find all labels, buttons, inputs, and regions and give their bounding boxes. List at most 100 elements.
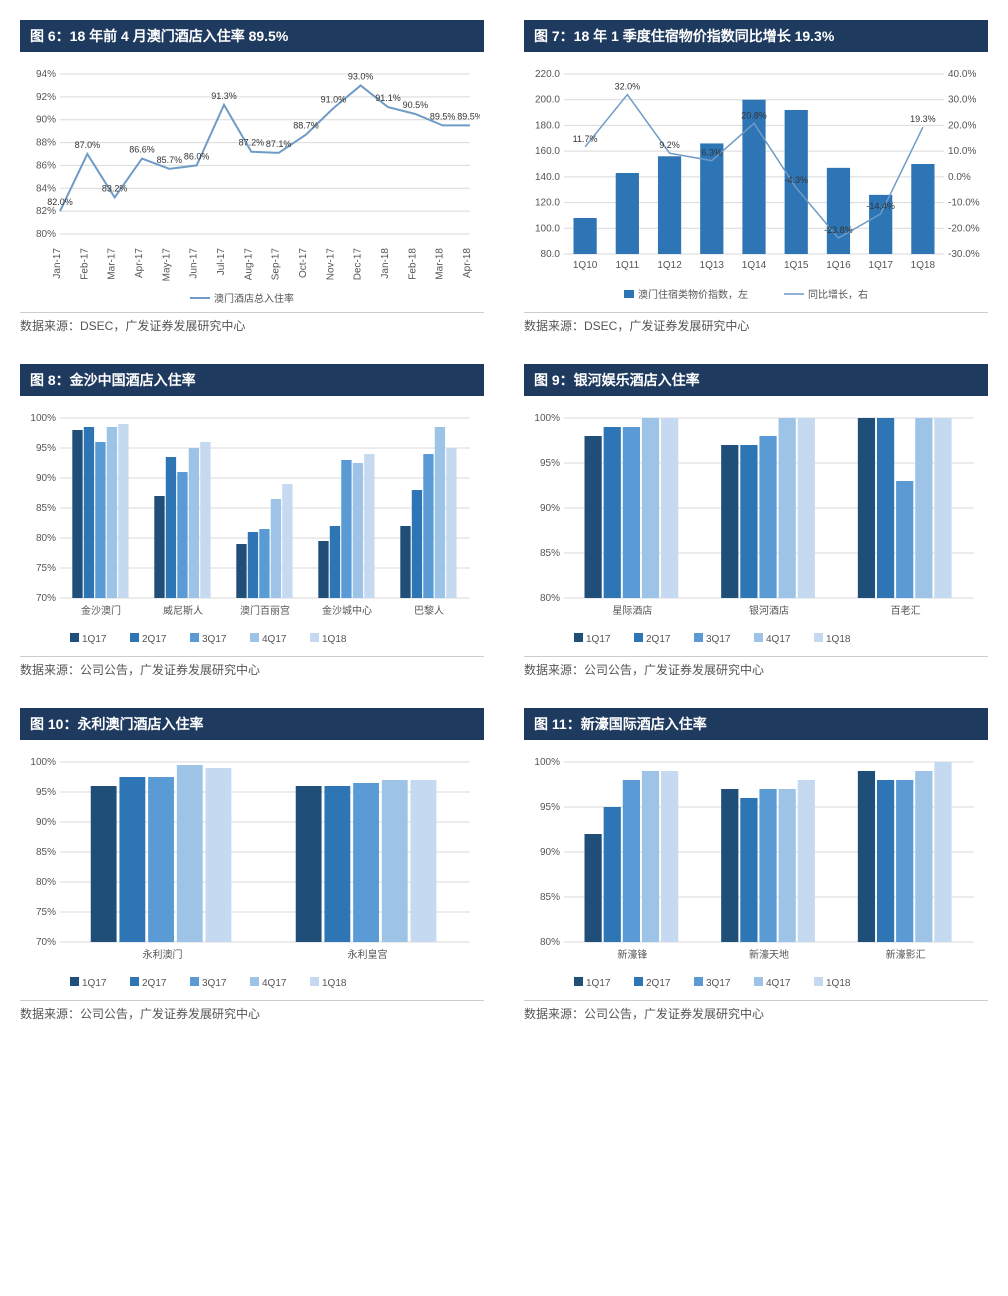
svg-text:3Q17: 3Q17 [706,634,731,645]
svg-text:2Q17: 2Q17 [142,634,167,645]
svg-text:1Q13: 1Q13 [700,260,725,271]
svg-text:80%: 80% [36,229,56,240]
svg-text:3Q17: 3Q17 [202,978,227,989]
svg-text:100%: 100% [30,413,56,424]
panel-chart9: 图 9：银河娱乐酒店入住率 80%85%90%95%100%星际酒店银河酒店百老… [524,364,988,678]
svg-text:0.0%: 0.0% [948,172,971,183]
svg-text:90.5%: 90.5% [403,100,429,110]
svg-text:93.0%: 93.0% [348,71,374,81]
svg-text:87.2%: 87.2% [239,138,265,148]
chart11-title: 图 11：新濠国际酒店入住率 [524,708,988,740]
svg-text:95%: 95% [36,443,56,454]
chart7-title: 图 7：18 年 1 季度住宿物价指数同比增长 19.3% [524,20,988,52]
svg-text:Jul-17: Jul-17 [216,248,227,276]
svg-text:Oct-17: Oct-17 [298,248,309,278]
svg-text:1Q17: 1Q17 [82,978,107,989]
svg-text:2Q17: 2Q17 [646,634,671,645]
svg-text:1Q12: 1Q12 [657,260,682,271]
svg-text:100%: 100% [534,413,560,424]
svg-text:1Q11: 1Q11 [615,260,639,271]
chart10-source: 数据来源：公司公告，广发证券发展研究中心 [20,1000,484,1022]
svg-text:-4.3%: -4.3% [784,175,808,185]
svg-text:澳门酒店总入住率: 澳门酒店总入住率 [214,292,294,304]
panel-chart11: 图 11：新濠国际酒店入住率 80%85%90%95%100%新濠锋新濠天地新濠… [524,708,988,1022]
svg-text:84%: 84% [36,183,56,194]
svg-text:86.6%: 86.6% [129,145,155,155]
chart10-plot: 70%75%80%85%90%95%100%永利澳门永利皇宫1Q172Q173Q… [20,752,484,992]
svg-text:20.8%: 20.8% [741,110,767,120]
svg-text:86%: 86% [36,160,56,171]
svg-text:1Q17: 1Q17 [586,634,611,645]
svg-text:88%: 88% [36,138,56,149]
svg-text:Mar-18: Mar-18 [435,248,446,280]
svg-text:Apr-18: Apr-18 [462,248,473,278]
svg-text:Jan-18: Jan-18 [380,248,391,279]
svg-text:10.0%: 10.0% [948,146,976,157]
svg-text:220.0: 220.0 [535,69,560,80]
svg-text:1Q18: 1Q18 [322,978,347,989]
svg-text:3Q17: 3Q17 [706,978,731,989]
chart-grid: 图 6：18 年前 4 月澳门酒店入住率 89.5% 80%82%84%86%8… [20,20,988,1022]
chart11-plot: 80%85%90%95%100%新濠锋新濠天地新濠影汇1Q172Q173Q174… [524,752,988,992]
svg-text:90%: 90% [36,115,56,126]
svg-text:80.0: 80.0 [541,249,561,260]
svg-text:-10.0%: -10.0% [948,198,980,209]
svg-text:1Q18: 1Q18 [826,634,851,645]
svg-text:91.0%: 91.0% [321,94,347,104]
svg-text:Feb-17: Feb-17 [79,248,90,280]
chart6-title: 图 6：18 年前 4 月澳门酒店入住率 89.5% [20,20,484,52]
svg-text:87.0%: 87.0% [75,140,101,150]
svg-text:160.0: 160.0 [535,146,560,157]
svg-text:Apr-17: Apr-17 [134,248,145,278]
svg-text:1Q16: 1Q16 [826,260,851,271]
svg-text:Dec-17: Dec-17 [353,248,364,281]
svg-text:20.0%: 20.0% [948,120,976,131]
svg-text:新濠天地: 新濠天地 [749,948,789,961]
panel-chart10: 图 10：永利澳门酒店入住率 70%75%80%85%90%95%100%永利澳… [20,708,484,1022]
svg-text:95%: 95% [540,802,560,813]
svg-text:2Q17: 2Q17 [142,978,167,989]
svg-text:87.1%: 87.1% [266,139,292,149]
svg-text:Aug-17: Aug-17 [243,248,254,281]
svg-text:金沙澳门: 金沙澳门 [81,604,121,617]
svg-text:85%: 85% [540,548,560,559]
chart8-plot: 70%75%80%85%90%95%100%金沙澳门威尼斯人澳门百丽宫金沙城中心… [20,408,484,648]
svg-text:89.5%: 89.5% [430,111,456,121]
svg-text:-23.8%: -23.8% [824,225,853,235]
svg-text:1Q10: 1Q10 [573,260,598,271]
chart7-plot: 80.0100.0120.0140.0160.0180.0200.0220.0-… [524,64,988,304]
svg-text:同比增长，右: 同比增长，右 [808,288,868,301]
svg-text:200.0: 200.0 [535,95,560,106]
svg-text:巴黎人: 巴黎人 [414,604,444,617]
svg-text:140.0: 140.0 [535,172,560,183]
chart6-plot: 80%82%84%86%88%90%92%94%82.0%87.0%83.2%8… [20,64,484,304]
svg-text:80%: 80% [540,937,560,948]
svg-text:Sep-17: Sep-17 [271,248,282,281]
svg-text:4Q17: 4Q17 [262,634,287,645]
svg-text:90%: 90% [540,503,560,514]
svg-text:86.0%: 86.0% [184,151,210,161]
svg-text:75%: 75% [36,563,56,574]
svg-text:1Q17: 1Q17 [868,260,893,271]
svg-text:Jun-17: Jun-17 [189,248,200,279]
svg-text:92%: 92% [36,92,56,103]
svg-text:30.0%: 30.0% [948,95,976,106]
svg-text:银河酒店: 银河酒店 [749,604,789,617]
svg-text:100%: 100% [30,757,56,768]
svg-text:95%: 95% [36,787,56,798]
svg-text:100%: 100% [534,757,560,768]
svg-text:82.0%: 82.0% [47,197,73,207]
svg-text:Nov-17: Nov-17 [325,248,336,281]
svg-text:85.7%: 85.7% [157,155,183,165]
svg-text:80%: 80% [36,877,56,888]
svg-text:永利澳门: 永利澳门 [143,948,183,961]
svg-text:1Q18: 1Q18 [911,260,936,271]
svg-text:100.0: 100.0 [535,223,560,234]
svg-text:新濠影汇: 新濠影汇 [886,948,926,961]
svg-text:94%: 94% [36,69,56,80]
svg-text:1Q15: 1Q15 [784,260,809,271]
svg-text:89.5%: 89.5% [457,111,480,121]
svg-text:威尼斯人: 威尼斯人 [163,604,203,617]
panel-chart8: 图 8：金沙中国酒店入住率 70%75%80%85%90%95%100%金沙澳门… [20,364,484,678]
svg-text:40.0%: 40.0% [948,69,976,80]
